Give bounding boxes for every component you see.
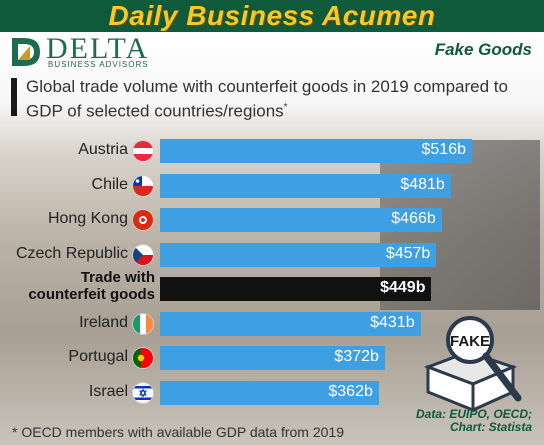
bar: $466b	[160, 208, 442, 232]
bar-row: Trade with counterfeit goods $449b	[0, 269, 544, 303]
bar-row: Chile $481b	[0, 173, 544, 199]
category-label: Portugal	[68, 348, 128, 365]
bar: $481b	[160, 173, 451, 198]
chile-flag-icon	[133, 175, 153, 196]
bar-value-label: $362b	[328, 382, 373, 400]
chart-title-text: Global trade volume with counterfeit goo…	[26, 77, 508, 121]
category-label-line: counterfeit goods	[28, 286, 155, 303]
bar: $362b	[160, 380, 379, 405]
bar-value-label: $449b	[380, 279, 426, 296]
title-accent-bar	[11, 78, 17, 116]
israel-flag-icon	[133, 382, 153, 403]
bar-row: Czech Republic $457b	[0, 242, 544, 268]
footnote: * OECD members with available GDP data f…	[12, 424, 344, 440]
chart-title-footnote-marker: *	[283, 102, 288, 113]
category-label-line: Trade with	[80, 269, 155, 286]
portugal-flag-icon	[133, 348, 153, 368]
header-banner	[0, 0, 544, 32]
bar-row: Ireland $431b	[0, 311, 544, 337]
czech-flag-icon	[133, 244, 153, 265]
bar: $457b	[160, 242, 437, 267]
bar-value-label: $457b	[385, 244, 431, 262]
bar: $431b	[160, 311, 421, 336]
source-line-1: Data: EUIPO, OECD;	[415, 407, 532, 421]
fake-goods-illustration: FAKE	[423, 316, 522, 412]
hong-kong-flag-icon	[133, 210, 153, 230]
bar-row: Israel $362b	[0, 380, 544, 406]
delta-logo: DELTA BUSINESS ADVISORS	[10, 32, 180, 70]
bar-value-label: $481b	[400, 175, 445, 193]
logo-tagline: BUSINESS ADVISORS	[48, 60, 149, 69]
bar-value-label: $466b	[391, 210, 436, 227]
page-title: Daily Business Acumen	[108, 0, 436, 31]
category-label: Czech Republic	[15, 244, 128, 262]
bar: $372b	[160, 346, 385, 370]
fake-label: FAKE	[450, 333, 490, 350]
ireland-flag-icon	[133, 313, 153, 334]
category-label: Austria	[78, 141, 128, 158]
bar-value-label: $431b	[370, 313, 415, 331]
bar-row: Austria $516b	[0, 138, 544, 164]
bar: $516b	[160, 139, 472, 163]
bar-value-label: $516b	[421, 141, 467, 158]
bar-value-label: $372b	[334, 348, 379, 365]
category-label: Israel	[88, 382, 128, 400]
logo-wordmark: DELTA	[46, 32, 150, 65]
bar-row: Portugal $372b	[0, 345, 544, 371]
source-credit: Data: EUIPO, OECD; Chart: Statista	[416, 408, 532, 434]
austria-flag-icon	[133, 141, 153, 161]
chart-title: Global trade volume with counterfeit goo…	[26, 76, 536, 122]
delta-logo-icon	[12, 38, 40, 66]
category-label: Hong Kong	[47, 210, 128, 227]
source-line-2: Chart: Statista	[449, 420, 532, 434]
bar-row: Hong Kong $466b	[0, 207, 544, 233]
topic-label: Fake Goods	[434, 40, 532, 59]
category-label-highlight: Trade with counterfeit goods	[0, 269, 155, 303]
category-label: Ireland	[79, 313, 128, 331]
category-label: Chile	[91, 175, 128, 193]
bar-highlight: $449b	[160, 277, 432, 301]
